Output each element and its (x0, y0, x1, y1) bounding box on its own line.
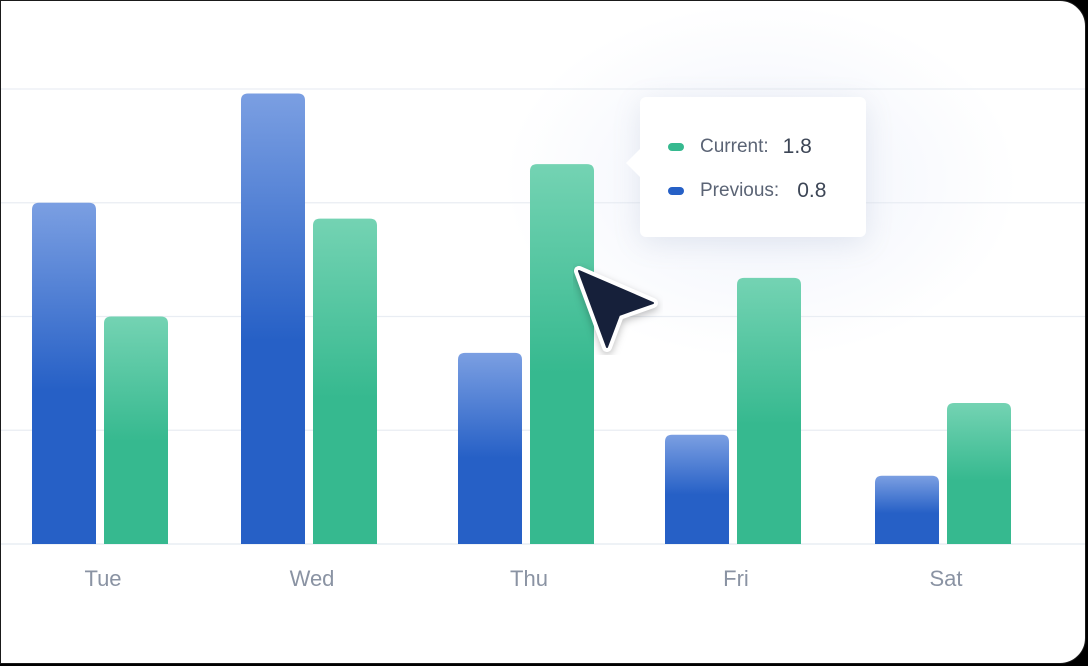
x-tick-label-fri: Fri (723, 566, 749, 591)
x-tick-label-tue: Tue (84, 566, 121, 591)
bar-current-tue[interactable] (104, 316, 168, 545)
tooltip-arrow (626, 149, 640, 177)
tooltip-previous-value: 0.8 (797, 179, 827, 202)
tooltip-row-previous: Previous: 0.8 (668, 176, 826, 206)
tooltip-current-value: 1.8 (782, 135, 812, 158)
x-tick-label-sat: Sat (929, 566, 962, 591)
bar-current-sat[interactable] (947, 402, 1011, 544)
tooltip-current-swatch (668, 143, 684, 151)
bars (32, 93, 1011, 545)
tooltip-previous-name: Previous: (700, 180, 780, 201)
arrow-pointer-icon (574, 266, 658, 352)
tooltip-previous-swatch (668, 187, 684, 195)
bar-previous-sat[interactable] (875, 475, 939, 544)
tooltip: Current: 1.8 Previous: 0.8 (626, 97, 866, 237)
x-tick-label-thu: Thu (510, 566, 548, 591)
tooltip-current-name: Current: (700, 136, 769, 157)
x-axis-labels: Tue Wed Thu Fri Sat (84, 566, 962, 591)
bar-previous-wed[interactable] (241, 93, 305, 545)
tooltip-row-current: Current: 1.8 (668, 132, 812, 162)
x-tick-label-wed: Wed (290, 566, 335, 591)
bar-current-wed[interactable] (313, 218, 377, 545)
bar-previous-tue[interactable] (32, 202, 96, 544)
bar-previous-thu[interactable] (458, 352, 522, 544)
bar-current-thu[interactable] (530, 164, 594, 544)
bar-previous-fri[interactable] (665, 434, 729, 544)
bar-current-fri[interactable] (737, 277, 801, 544)
